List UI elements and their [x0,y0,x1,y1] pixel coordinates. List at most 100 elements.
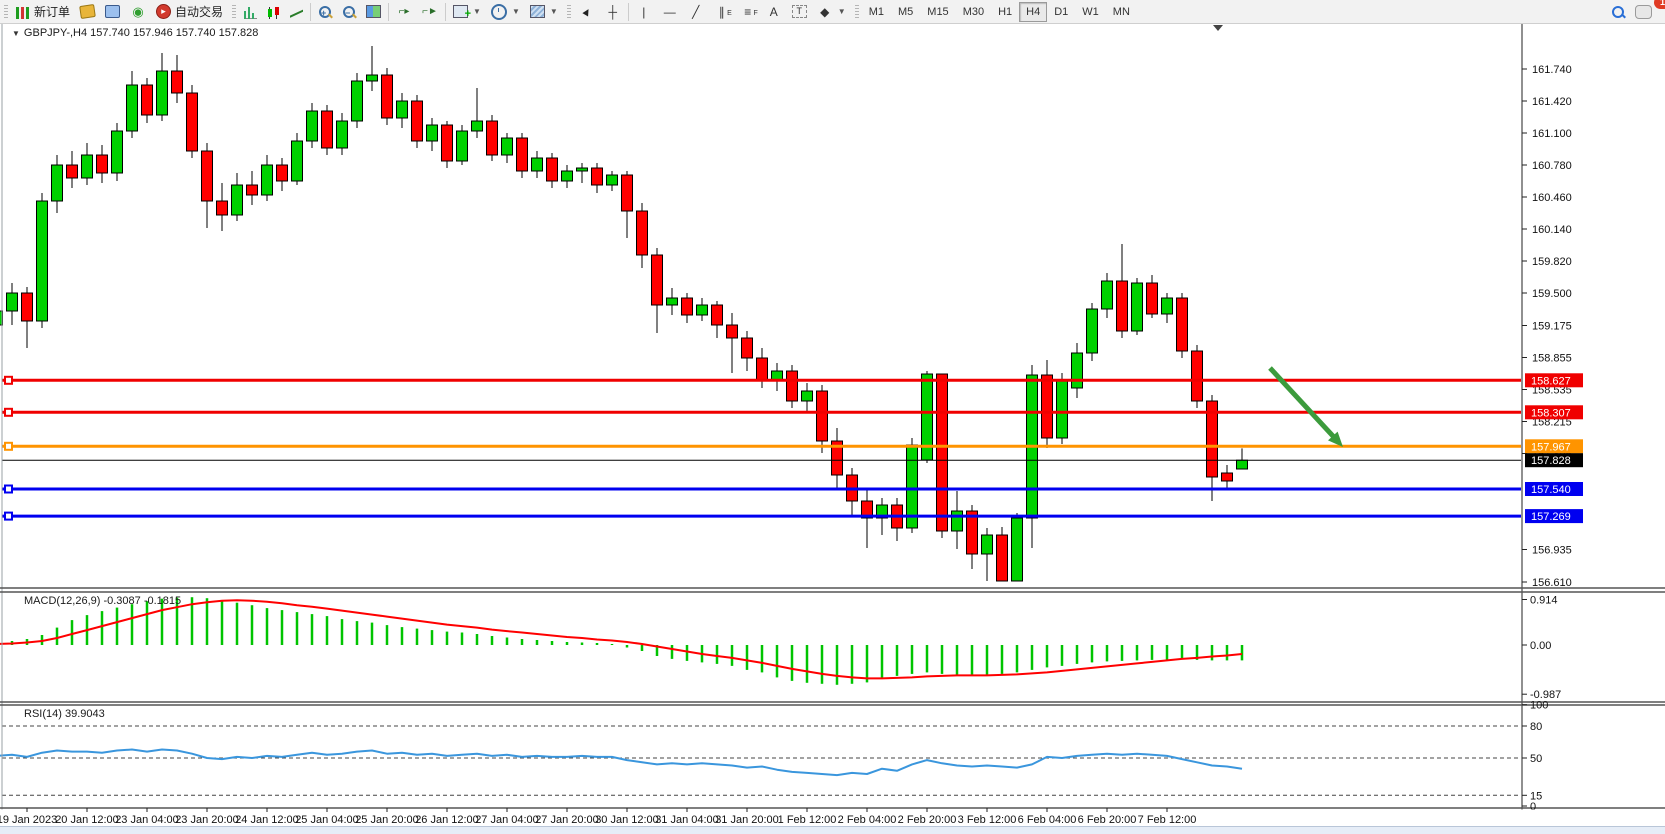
text-label-icon: T [791,5,807,18]
chart-shift-button[interactable]: ⌐► [417,1,443,23]
timeframe-button-MN[interactable]: MN [1112,5,1130,18]
auto-scroll-button[interactable]: ⌐▸ [391,1,417,23]
price-axis-tick: 160.780 [1532,160,1572,172]
line-anchor-handle[interactable] [4,375,13,385]
toolbar-grip[interactable] [4,4,8,19]
candlestick-chart-button[interactable] [262,1,285,23]
zoom-out-button[interactable]: − [337,1,361,23]
price-axis-tick: 156.935 [1532,545,1572,557]
bar-chart-button[interactable] [239,1,262,23]
macd-axis-tick: -0.987 [1530,689,1561,701]
price-line-label [1525,453,1583,468]
cursor-button[interactable]: ► [574,1,600,23]
chart-shift-marker[interactable] [1213,25,1223,31]
price-axis-tick: 158.855 [1532,353,1572,365]
toolbar-separator [310,2,312,21]
autotrading-icon: ▸ [156,4,172,19]
timeframe-button-W1[interactable]: W1 [1082,5,1099,18]
price-axis-tick: 159.175 [1532,321,1572,333]
notification-bubble-icon [1635,5,1652,19]
search-icon [1611,5,1625,19]
tile-windows-button[interactable] [361,1,386,23]
time-axis-label: 3 Feb 12:00 [958,814,1017,826]
periods-button[interactable]: ▼ [486,1,525,23]
timeframe-button-D1[interactable]: D1 [1054,5,1069,18]
new-order-button[interactable]: 新订单 [11,1,75,23]
time-axis-label: 31 Jan 04:00 [655,814,719,826]
text-label-button[interactable]: T [787,1,812,23]
timeframe-button-H4[interactable]: H4 [1019,1,1048,22]
channel-button[interactable]: ∥ E [709,1,735,23]
line-chart-button[interactable] [285,1,308,23]
templates-button[interactable]: ▼ [525,1,563,23]
toolbar-group-trade: 新订单 ◉ ▸ 自动交易 [0,1,228,23]
price-axis-tick: 156.610 [1532,577,1572,589]
line-anchor-handle[interactable] [4,441,13,451]
price-line-label [1525,482,1583,496]
rsi-axis-tick: 100 [1530,700,1548,712]
line-anchor-handle[interactable] [4,484,13,494]
toolbar-grip[interactable] [232,4,237,19]
toolbar-group-timeframes: M1 M5 M15 M30 H1 H4 D1 W1 MN [862,1,1137,23]
chevron-down-icon: ▼ [511,7,520,16]
autotrading-label: 自动交易 [175,5,224,19]
time-axis-pane[interactable] [0,809,1665,827]
notification-badge: 1 [1654,0,1665,9]
collapse-triangle-icon: ▼ [12,29,20,38]
chart-shift-icon: ⌐► [422,5,438,17]
search-button[interactable] [1606,1,1630,23]
price-axis-pane[interactable] [1522,23,1665,833]
toolbar-separator [388,2,390,21]
auto-scroll-icon: ⌐▸ [398,5,410,17]
price-axis-tick: 161.100 [1532,128,1572,140]
line-anchor-handle[interactable] [4,511,13,521]
timeframe-button-M30[interactable]: M30 [962,5,985,18]
time-axis-label: 30 Jan 12:00 [595,814,659,826]
price-axis-tick: 161.740 [1532,64,1572,76]
new-chart-button[interactable]: ▼ [448,1,486,23]
terminal-button[interactable] [100,1,125,23]
price-line-label-text: 157.828 [1531,455,1571,467]
zoom-in-icon: + [318,5,332,19]
trendline-button[interactable]: ╱ [683,1,709,23]
line-anchor-handle[interactable] [4,407,13,417]
toolbar-group-charttype: + − ⌐▸ ⌐► ▼ ▼ ▼ [239,1,563,23]
equidistant-channel-icon: ∥ E [718,4,732,19]
autotrading-button[interactable]: ▸ 自动交易 [151,1,228,23]
new-chart-icon [453,5,471,22]
time-axis-label: 1 Feb 12:00 [778,814,837,826]
price-line-label [1525,509,1583,524]
notifications-button[interactable]: 1 [1630,0,1665,23]
time-axis-label: 20 Jan 12:00 [55,814,119,826]
toolbar-group-right: 1 [1606,0,1665,23]
price-line-label [1525,405,1583,420]
timeframe-button-M5[interactable]: M5 [898,5,914,18]
chevron-down-icon: ▼ [837,7,846,16]
horizontal-line-button[interactable]: — [657,1,683,23]
timeframe-button-H1[interactable]: H1 [998,5,1013,18]
crosshair-button[interactable]: ┼ [600,1,626,23]
toolbar-group-objects: ► ┼ | — ╱ ∥ E ≡ F A T ◆ ▼ [574,1,851,23]
shapes-button[interactable]: ◆ ▼ [812,1,851,23]
annotation-arrow-head[interactable] [1328,431,1343,447]
toolbar-grip[interactable] [854,4,859,19]
toolbar: 新订单 ◉ ▸ 自动交易 + − ⌐▸ ⌐► ▼ ▼ ▼ ► ┼ | — ╱ ∥… [0,0,1665,24]
price-line-label-text: 157.540 [1531,484,1571,496]
annotation-arrow[interactable] [1268,366,1340,443]
price-line-label-text: 157.967 [1531,441,1571,453]
market-watch-button[interactable] [75,1,100,23]
vertical-line-button[interactable]: | [631,1,657,23]
toolbar-grip[interactable] [566,4,571,19]
signal-button[interactable]: ◉ [125,1,151,23]
rsi-axis-tick: 15 [1530,790,1542,802]
price-line-label-text: 158.307 [1531,407,1571,419]
new-order-icon [16,6,30,19]
fibonacci-button[interactable]: ≡ F [735,1,761,23]
zoom-in-button[interactable]: + [313,1,337,23]
time-axis-label: 25 Jan 20:00 [355,814,419,826]
macd-axis-tick: 0.00 [1530,640,1551,652]
timeframe-button-M1[interactable]: M1 [868,5,884,18]
text-button[interactable]: A [761,1,787,23]
timeframe-button-M15[interactable]: M15 [927,5,949,18]
